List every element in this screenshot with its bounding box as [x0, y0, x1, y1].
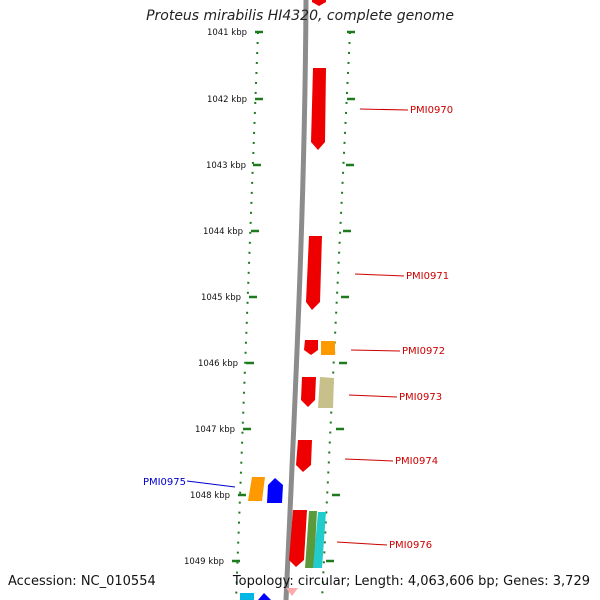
label-leader: [344, 458, 394, 462]
gene-pmi0973-b[interactable]: [318, 377, 334, 408]
gene-label-pmi0974[interactable]: PMI0974: [395, 456, 438, 467]
gene-pmi0972-b[interactable]: [321, 341, 335, 355]
kbp-tick-label: 1042 kbp: [207, 95, 247, 105]
gene-pmi0976-a[interactable]: [289, 510, 307, 567]
label-leader: [350, 349, 401, 352]
gene-pmi0976-c[interactable]: [313, 512, 326, 568]
gene-bottom-left-partial[interactable]: [240, 593, 254, 600]
gene-pmi0973-a[interactable]: [301, 377, 316, 407]
gene-label-pmi0972[interactable]: PMI0972: [402, 346, 445, 357]
gene-bottom-left-partial-2[interactable]: [258, 593, 271, 600]
gene-label-pmi0971[interactable]: PMI0971: [406, 271, 449, 282]
gene-pmi0975-b[interactable]: [267, 478, 283, 503]
gene-pmi0976-b[interactable]: [305, 511, 317, 568]
genome-backbone: [283, 0, 309, 600]
map-title: Proteus mirabilis HI4320, complete genom…: [146, 8, 454, 24]
kbp-tick-label: 1044 kbp: [203, 227, 243, 237]
gene-pmi0975-a[interactable]: [248, 477, 265, 501]
major-ticks: [232, 30, 355, 563]
kbp-tick-label: 1047 kbp: [195, 425, 235, 435]
kbp-tick-label: 1041 kbp: [207, 28, 247, 38]
gene-bottom-partial[interactable]: [286, 588, 298, 596]
kbp-tick-label: 1046 kbp: [198, 359, 238, 369]
kbp-tick-label: 1043 kbp: [206, 161, 246, 171]
label-leader: [348, 394, 398, 398]
label-leader: [359, 108, 409, 111]
outer-scale-track: [321, 31, 351, 600]
gene-label-pmi0976[interactable]: PMI0976: [389, 540, 432, 551]
gene-top-partial[interactable]: [312, 0, 326, 6]
gene-label-pmi0975[interactable]: PMI0975: [143, 477, 186, 488]
accession-text: Accession: NC_010554: [8, 574, 156, 589]
kbp-tick-label: 1045 kbp: [201, 293, 241, 303]
gene-pmi0974[interactable]: [296, 440, 312, 472]
label-leader: [354, 273, 405, 277]
label-leaders: [186, 108, 409, 546]
gene-label-pmi0973[interactable]: PMI0973: [399, 392, 442, 403]
kbp-tick-label: 1049 kbp: [184, 557, 224, 567]
label-leader: [186, 480, 236, 488]
genome-summary-text: Topology: circular; Length: 4,063,606 bp…: [232, 574, 590, 589]
kbp-tick-label: 1048 kbp: [190, 491, 230, 501]
gene-label-pmi0970[interactable]: PMI0970: [410, 105, 453, 116]
gene-pmi0972-a[interactable]: [304, 340, 318, 355]
gene-pmi0971[interactable]: [306, 236, 322, 310]
label-leader: [336, 541, 388, 546]
gene-pmi0970[interactable]: [311, 68, 326, 150]
inner-scale-track: [235, 31, 259, 600]
